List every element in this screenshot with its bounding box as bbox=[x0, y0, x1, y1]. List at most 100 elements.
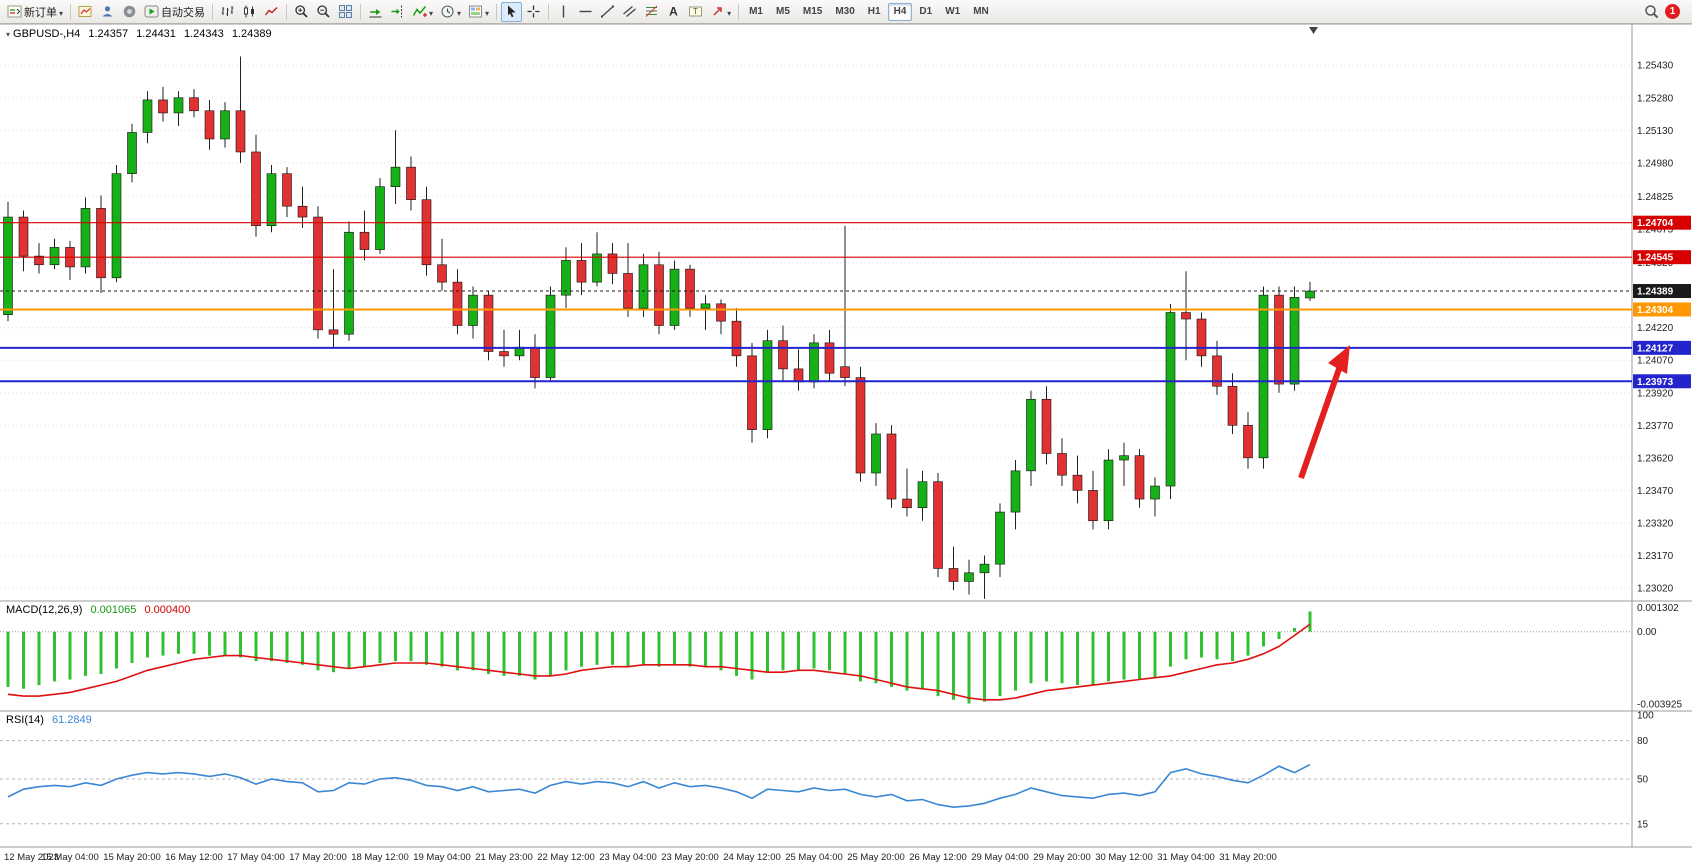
trendline-button[interactable] bbox=[597, 2, 618, 22]
trend-arrow[interactable] bbox=[1298, 345, 1350, 479]
price-axis[interactable]: 1.25430 1.25280 1.25130 1.24980 1.24825 1.246… bbox=[1637, 61, 1682, 831]
candlestick-series bbox=[3, 56, 1315, 599]
zoom-out-button[interactable] bbox=[313, 2, 334, 22]
candlestick-chart-button[interactable] bbox=[239, 2, 260, 22]
candle-body-up bbox=[111, 173, 122, 279]
candle-body-up bbox=[390, 166, 401, 187]
time-axis-label: 29 May 04:00 bbox=[971, 852, 1029, 863]
timeframe-mn-button[interactable]: MN bbox=[967, 3, 995, 21]
candle-body-up bbox=[545, 294, 556, 378]
candle-body-down bbox=[886, 433, 897, 500]
candle-body-down bbox=[1072, 474, 1083, 491]
price-tag bbox=[1633, 302, 1691, 317]
candle-body-down bbox=[328, 329, 339, 335]
channel-button[interactable] bbox=[619, 2, 640, 22]
candle-body-up bbox=[638, 264, 649, 309]
candle-body-up bbox=[344, 231, 354, 335]
candle-body-up bbox=[1010, 470, 1021, 513]
chart-shift-icon bbox=[390, 4, 405, 19]
candle-body-up bbox=[669, 268, 680, 326]
arrow-object-icon bbox=[710, 4, 725, 19]
macd-histogram bbox=[6, 611, 1312, 704]
zoom-in-button[interactable] bbox=[291, 2, 312, 22]
auto-scroll-button[interactable] bbox=[365, 2, 386, 22]
candle-body-down bbox=[18, 216, 29, 257]
time-axis-label: 29 May 20:00 bbox=[1033, 852, 1091, 863]
text-icon: A bbox=[666, 4, 681, 19]
rsi-label: RSI(14) 61.2849 bbox=[6, 714, 92, 726]
timeframe-m30-button[interactable]: M30 bbox=[829, 3, 860, 21]
bar-chart-button[interactable] bbox=[217, 2, 238, 22]
horizontal-line-button[interactable] bbox=[575, 2, 596, 22]
cursor-button[interactable] bbox=[501, 1, 523, 22]
tile-windows-button[interactable] bbox=[335, 2, 356, 22]
timeframe-m1-button[interactable]: M1 bbox=[743, 3, 769, 21]
rsi-axis-label: 50 bbox=[1637, 775, 1649, 786]
new-chart-button[interactable] bbox=[75, 2, 96, 22]
timeframe-h4-button[interactable]: H4 bbox=[887, 2, 913, 21]
market-watch-button[interactable] bbox=[119, 2, 140, 22]
new-order-button[interactable]: 新订单 bbox=[4, 2, 66, 22]
toolbar-separator bbox=[738, 3, 740, 20]
rsi-value: 61.2849 bbox=[51, 714, 92, 726]
autotrading-icon bbox=[144, 4, 159, 19]
candle-body-up bbox=[142, 99, 153, 133]
periods-button[interactable] bbox=[437, 2, 464, 22]
new-order-label: 新订单 bbox=[24, 6, 57, 19]
candle-body-up bbox=[1026, 398, 1036, 472]
time-axis-label: 23 May 20:00 bbox=[661, 852, 719, 863]
candle-body-down bbox=[778, 340, 788, 370]
timeframe-m15-button[interactable]: M15 bbox=[797, 3, 828, 21]
search-button[interactable] bbox=[1641, 2, 1662, 22]
timeframe-h1-button[interactable]: H1 bbox=[862, 3, 887, 21]
candle-body-up bbox=[995, 511, 1005, 565]
svg-text:T: T bbox=[693, 7, 698, 16]
candle-body-down bbox=[158, 99, 168, 114]
candle-body-down bbox=[297, 205, 308, 218]
horizontal-line-icon bbox=[578, 4, 593, 19]
time-axis-label: 15 May 20:00 bbox=[103, 852, 161, 863]
profiles-button[interactable] bbox=[97, 2, 118, 22]
arrows-button[interactable] bbox=[707, 2, 734, 22]
macd-axis-label: 0.001302 bbox=[1637, 603, 1679, 614]
autotrading-button[interactable]: 自动交易 bbox=[141, 2, 208, 22]
price-axis-label: 1.23020 bbox=[1637, 583, 1674, 594]
price-tag bbox=[1633, 374, 1691, 389]
time-axis-label: 17 May 20:00 bbox=[289, 852, 347, 863]
bar-chart-icon bbox=[220, 4, 235, 19]
timeframe-d1-button[interactable]: D1 bbox=[913, 3, 938, 21]
candle-body-up bbox=[762, 340, 773, 430]
price-axis-label: 1.24220 bbox=[1637, 323, 1674, 334]
dropdown-caret-icon bbox=[727, 4, 731, 19]
text-label-button[interactable]: T bbox=[685, 2, 706, 22]
chart-header: ▾ GBPUSD-,H4 1.24357 1.24431 1.24343 1.24… bbox=[6, 28, 272, 40]
price-axis-label: 1.24980 bbox=[1637, 158, 1674, 169]
new-chart-icon bbox=[78, 4, 93, 19]
timeframe-w1-button[interactable]: W1 bbox=[939, 3, 966, 21]
timeframe-m5-button[interactable]: M5 bbox=[770, 3, 796, 21]
chart-shift-button[interactable] bbox=[387, 2, 408, 22]
indicators-button[interactable] bbox=[409, 2, 436, 22]
text-button[interactable]: A bbox=[663, 2, 684, 22]
vertical-line-button[interactable] bbox=[553, 2, 574, 22]
fibonacci-button[interactable] bbox=[641, 2, 662, 22]
zoom-out-icon bbox=[316, 4, 331, 19]
rsi-axis-label: 15 bbox=[1637, 819, 1649, 830]
candle-body-down bbox=[607, 253, 618, 274]
crosshair-button[interactable] bbox=[523, 2, 544, 22]
chart-shift-marker[interactable] bbox=[1309, 27, 1318, 34]
candle-body-down bbox=[824, 342, 835, 374]
price-axis-label: 1.24675 bbox=[1637, 224, 1674, 235]
candle-body-up bbox=[1305, 290, 1315, 299]
line-chart-button[interactable] bbox=[261, 2, 282, 22]
candle-body-down bbox=[530, 346, 540, 378]
dropdown-caret-icon bbox=[485, 4, 489, 19]
indicators-icon bbox=[412, 4, 428, 19]
notification-badge[interactable]: 1 bbox=[1665, 4, 1680, 19]
templates-button[interactable] bbox=[465, 2, 492, 22]
periods-clock-icon bbox=[440, 4, 455, 19]
